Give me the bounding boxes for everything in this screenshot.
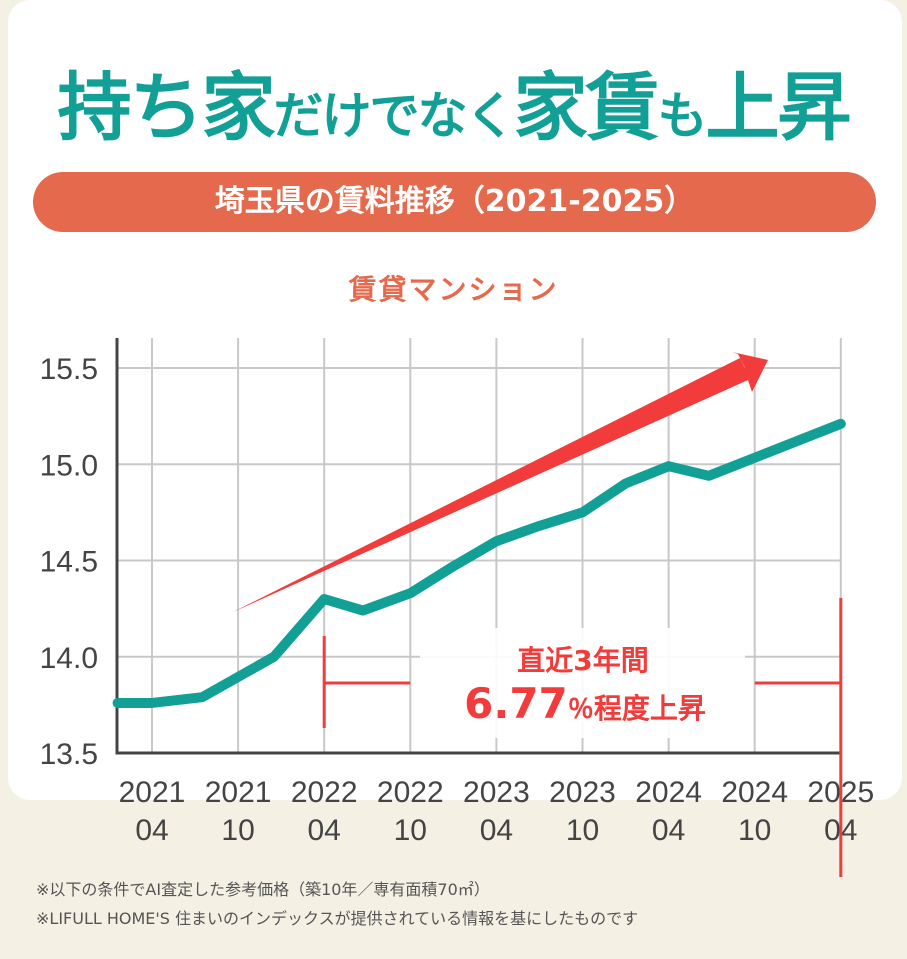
x-tick-month: 10 <box>221 814 254 847</box>
y-tick-label: 15.0 <box>40 449 98 482</box>
x-tick-year: 2022 <box>377 776 444 809</box>
annotation-line1: 直近3年間 <box>517 644 648 677</box>
x-tick-year: 2022 <box>291 776 358 809</box>
y-tick-label: 13.5 <box>40 738 98 771</box>
chart-title: 賃貸マンション <box>348 273 559 306</box>
footnote-2: ※LIFULL HOME'S 住まいのインデックスが提供されている情報を基にした… <box>36 909 639 928</box>
subtitle-banner: 埼玉県の賃料推移（2021-2025） <box>33 172 876 232</box>
x-tick-month: 04 <box>135 814 168 847</box>
x-tick-year: 2021 <box>119 776 186 809</box>
title-part: 上昇 <box>705 65 852 151</box>
annotation-unit: ％ <box>568 695 594 725</box>
y-tick-label: 15.5 <box>40 353 98 386</box>
page-title: 持ち家だけでなく家賃も上昇 <box>0 48 907 155</box>
title-part: 家賃 <box>513 65 660 151</box>
x-tick-year: 2024 <box>635 776 702 809</box>
annotation-box <box>420 628 745 738</box>
trend-arrow-body <box>233 358 749 612</box>
y-tick-label: 14.0 <box>40 642 98 675</box>
title-part: 持ち家 <box>57 65 276 151</box>
x-tick-month: 10 <box>738 814 771 847</box>
y-tick-label: 14.5 <box>40 546 98 579</box>
x-tick-year: 2024 <box>721 776 788 809</box>
title-part: も <box>657 87 708 145</box>
annotation-line2_suffix: 程度上昇 <box>594 692 706 725</box>
footnote-1: ※以下の条件でAI査定した参考価格（築10年／専有面積70㎡） <box>36 880 490 899</box>
x-tick-month: 10 <box>566 814 599 847</box>
x-tick-month: 04 <box>652 814 685 847</box>
axis <box>115 338 841 755</box>
title-part: だけでなく <box>273 87 516 145</box>
x-tick-month: 04 <box>480 814 513 847</box>
x-tick-year: 2023 <box>549 776 616 809</box>
annotation-value: 6.77 <box>464 679 568 728</box>
x-tick-year: 2021 <box>205 776 272 809</box>
annotation-line2: 6.77％程度上昇 <box>464 679 706 728</box>
x-tick-month: 04 <box>308 814 341 847</box>
x-tick-year: 2023 <box>463 776 530 809</box>
x-tick-month: 10 <box>394 814 427 847</box>
